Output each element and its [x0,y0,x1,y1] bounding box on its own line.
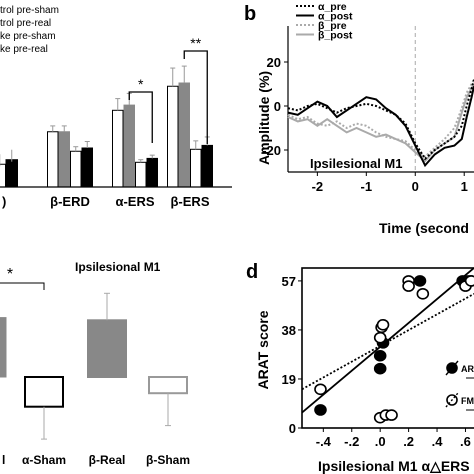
panel-d-x-tick-label: -.2 [344,434,359,449]
panel-a-bar [178,82,190,188]
panel-c-bar [24,376,64,408]
panel-b-legend-entry: α_post [318,11,353,23]
panel-a-legend-entry: ke pre-real [0,44,48,55]
panel-d-point-open [464,275,474,287]
panel-a: trol pre-sham trol pre-real ke pre-sham ke … [0,5,232,209]
panel-d-legend-entry: ARA [461,364,474,374]
panel-b-legend-entry: β_post [318,30,353,42]
panel-b-xlabel: Time (second [379,220,469,236]
panel-b-plot: 20 0 -20 -2 -1 0 1 [262,26,474,194]
panel-a-bar [190,148,202,188]
panel-d-y-tick-label: 0 [289,421,296,436]
panel-d-fit-line [301,293,474,391]
panel-b-series-line [287,85,474,168]
panel-d-x-tick-label: .0 [375,434,386,449]
panel-d-x-tick-label: -.4 [316,434,332,449]
panel-d-y-tick-label: 19 [282,372,296,387]
panel-c-x-tick-label-partial: l [2,453,5,467]
panel-d-y-tick-label: 57 [282,274,296,289]
panel-a-bar [167,85,179,188]
panel-a-bar [146,157,158,188]
panel-d-point-open [402,280,415,292]
panel-d-point-open [314,383,327,396]
panel-a-significance-bracket [183,50,208,144]
panel-c-x-ticks: α-Sham β-Real β-Sham l [2,453,190,467]
panel-d-x-tick-label: .2 [403,434,414,449]
panel-d-point-open [376,318,390,331]
panel-a-legend-entry: ke pre-sham [0,31,56,42]
panel-d-x-tick-label: .4 [432,434,444,449]
panel-d-frame [301,267,474,429]
panel-d-legend-line [445,360,459,376]
panel-d-plot: 57 38 19 0 -.4 -.2 .0 .2 .4 .6 ARA FMA [282,267,474,449]
panel-c: Ipsilesional M1 * α-Sham β-Real β-Sham l [0,260,190,467]
panel-a-bar [135,161,147,188]
panel-d-point-open [416,288,430,300]
panel-c-x-tick-label: α-Sham [22,453,66,467]
panel-c-bar [87,319,127,378]
panel-d-legend-entry: FMA [461,396,474,406]
panel-d-point-open [373,331,387,344]
panel-d-legend-line [445,392,459,408]
panel-b-series-line [287,79,474,158]
panel-b: b Amplitude (%) 20 0 -20 -2 -1 0 1 Ipsilesiona… [244,1,474,236]
panel-b-y-tick-label: 20 [267,55,281,70]
panel-a-bar [58,131,70,188]
panel-d-point-filled [314,404,327,416]
panel-b-y-tick-label: 0 [274,99,281,114]
panel-d-point-open [385,409,398,421]
panel-b-y-tick-label: -20 [262,143,281,158]
panel-a-bar [201,144,213,188]
panel-a-x-ticks: β-ERD α-ERS β-ERS) [2,194,210,209]
panel-a-x-tick-label: β-ERS [171,194,210,209]
panel-c-significance-bracket [0,282,45,290]
panel-a-x-tick-label: α-ERS [115,194,154,209]
panel-d-ylabel: ARAT score [255,310,271,389]
panel-d-y-tick-label: 38 [282,323,296,338]
panel-c-x-tick-label: β-Sham [146,453,190,467]
panel-a-legend: trol pre-sham trol pre-real ke pre-sham ke … [0,5,59,55]
panel-b-x-tick-label: 1 [461,179,468,194]
panel-a-significance-label: * [138,76,144,92]
panel-a-bar [123,104,135,188]
panel-a-x-tick-label: β-ERD [50,194,90,209]
panel-d-x-tick-label: .6 [460,434,471,449]
panel-d: d ARAT score 57 38 19 0 -.4 -.2 .0 .2 .4 .6 ARA FMA… [246,261,474,474]
panel-d-xlabel: Ipsilesional M1 α△ERS [318,458,470,474]
panel-a-bar [70,150,82,188]
panel-a-bar-partial [5,159,18,188]
panel-a-significance-bracket [128,91,153,143]
panel-a-bar [47,131,59,188]
panel-c-bar [148,376,188,395]
panel-a-bar [112,109,124,188]
panel-c-x-tick-label: β-Real [89,453,126,467]
panel-b-x-tick-label: -1 [361,179,373,194]
panel-c-title: Ipsilesional M1 [75,260,161,274]
panel-c-bar-partial [0,317,7,378]
panel-a-legend-entry: trol pre-sham [0,5,59,16]
panel-b-title: Ipsilesional M1 [310,156,402,171]
panel-d-point-filled [413,275,427,287]
panel-b-legend-entry: β_pre [318,20,347,32]
panel-a-bar-partial [0,163,6,188]
panel-c-bars: * [0,266,188,440]
panel-d-point-filled [373,362,387,375]
panel-d-point-filled [373,349,387,362]
panel-b-series-line [287,83,474,163]
panel-b-legend-entry: α_pre [318,1,347,13]
panel-b-ylabel: Amplitude (%) [256,71,272,165]
panel-a-significance-label: ** [190,35,201,51]
panel-a-bars: *** [0,35,213,188]
panel-b-label: b [244,3,256,25]
panel-d-label: d [246,261,258,283]
panel-a-x-tick-label-partial: ) [2,194,6,209]
panel-b-x-tick-label: -2 [312,179,324,194]
panel-a-legend-entry: trol pre-real [0,18,51,29]
panel-a-bar [81,147,93,188]
panel-c-significance-label: * [7,266,13,283]
panel-b-x-tick-label: 0 [412,179,419,194]
